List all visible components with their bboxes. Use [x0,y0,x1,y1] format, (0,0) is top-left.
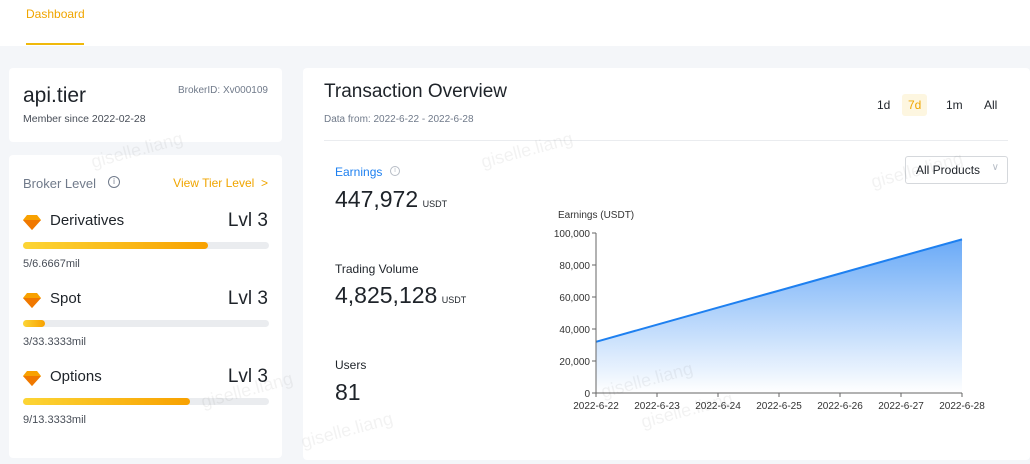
x-tick-label: 2022-6-26 [817,401,863,412]
profile-card: api.tier BrokerID: Xv000109 Member since… [9,68,282,142]
period-7d[interactable]: 7d [902,94,928,116]
date-range: Data from: 2022-6-22 - 2022-6-28 [324,114,474,125]
level-value: Lvl 3 [227,366,268,387]
x-tick-label: 2022-6-24 [695,401,741,412]
broker-id: BrokerID: Xv000109 [177,85,268,96]
earnings-unit: USDT [422,199,448,209]
overview-title: Transaction Overview [324,81,508,102]
y-tick-label: 40,000 [559,325,590,336]
y-tick-label: 60,000 [559,293,590,304]
broker-level-title: Broker Level [23,176,96,191]
x-tick-label: 2022-6-28 [939,401,985,412]
y-axis-title: Earnings (USDT) [558,210,634,221]
tab-dashboard[interactable]: Dashboard [26,7,85,21]
product-select-value: All Products [916,163,981,177]
volume-label: Trading Volume [335,262,419,276]
level-progress-fill [23,320,46,327]
earnings-label: Earnings [335,165,383,179]
level-name: Derivatives [50,212,125,229]
view-tier-level-link[interactable]: View Tier Level > [173,176,268,190]
level-name: Options [50,368,102,385]
level-value: Lvl 3 [227,288,268,309]
level-progress-bar [23,242,269,249]
y-tick-label: 0 [584,389,590,400]
earnings-info-icon[interactable]: i [390,166,400,176]
y-tick-label: 80,000 [559,261,590,272]
level-name: Spot [50,290,81,307]
x-tick-label: 2022-6-22 [573,401,619,412]
top-nav: Dashboard [0,0,1030,46]
volume-unit: USDT [441,295,467,305]
level-value: Lvl 3 [227,210,268,231]
period-all[interactable]: All [984,98,998,112]
period-1m[interactable]: 1m [946,98,963,112]
y-tick-label: 100,000 [554,229,591,240]
level-progress-text: 9/13.3333mil [23,414,86,426]
x-tick-label: 2022-6-25 [756,401,802,412]
level-progress-bar [23,320,269,327]
diamond-icon [23,215,41,230]
divider [324,140,1008,141]
x-tick-label: 2022-6-27 [878,401,924,412]
level-progress-text: 3/33.3333mil [23,336,86,348]
product-select[interactable]: All Products ∨ [905,156,1008,184]
level-progress-text: 5/6.6667mil [23,258,80,270]
account-name: api.tier [23,84,87,107]
level-progress-bar [23,398,269,405]
earnings-chart: Earnings (USDT) 0 20,000 40,000 60,000 80,00… [554,210,985,412]
earnings-value: 447,972 [335,186,419,212]
broker-level-card: Broker Level i View Tier Level > Derivat… [9,155,282,458]
member-since: Member since 2022-02-28 [23,113,146,125]
chevron-down-icon: ∨ [991,162,999,173]
volume-value: 4,825,128 [335,282,438,308]
period-1d[interactable]: 1d [877,98,891,112]
level-progress-fill [23,398,191,405]
level-progress-fill [23,242,208,249]
y-tick-label: 20,000 [559,357,590,368]
area-fill [596,239,962,393]
diamond-icon [23,371,41,386]
active-tab-indicator [26,43,84,45]
x-tick-label: 2022-6-23 [634,401,680,412]
users-value: 81 [335,379,361,405]
users-label: Users [335,358,367,372]
info-icon[interactable]: i [108,176,120,188]
diamond-icon [23,293,41,308]
